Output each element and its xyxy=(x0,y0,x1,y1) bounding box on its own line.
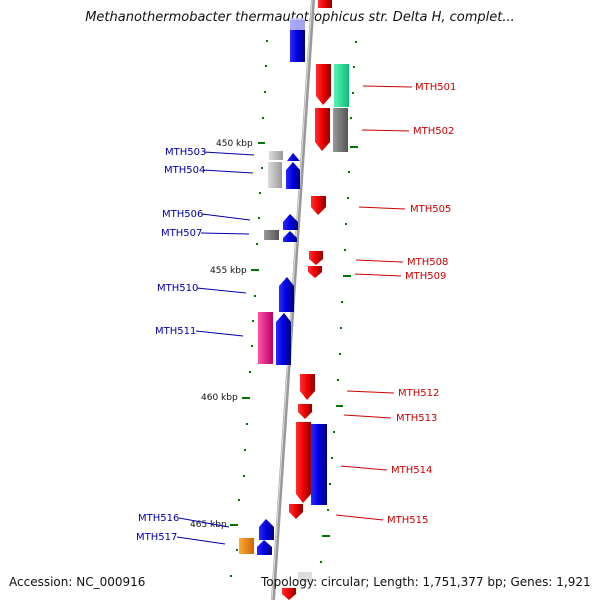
gene-label-mth516[interactable]: MTH516 xyxy=(138,513,179,524)
gene-mth512[interactable] xyxy=(300,374,315,400)
gene-mth517-blue[interactable] xyxy=(257,540,272,555)
scale-label-450: 450 kbp xyxy=(216,139,253,149)
gene-label-mth509[interactable]: MTH509 xyxy=(405,271,446,282)
gene-mth515[interactable] xyxy=(289,504,303,519)
gene-top-red[interactable] xyxy=(318,0,332,8)
gene-mth509[interactable] xyxy=(308,266,322,278)
gene-mth516[interactable] xyxy=(259,519,274,540)
gene-mth517-orange[interactable] xyxy=(239,538,254,554)
gene-mth502-red[interactable] xyxy=(315,108,330,151)
gene-label-mth514[interactable]: MTH514 xyxy=(391,465,432,476)
gene-label-mth505[interactable]: MTH505 xyxy=(410,204,451,215)
gene-mth511-blue[interactable] xyxy=(276,313,291,365)
gene-mth502-gray[interactable] xyxy=(333,108,348,152)
gene-bottom-gray[interactable] xyxy=(298,572,312,582)
gene-mth513[interactable] xyxy=(298,404,312,419)
gene-mth506[interactable] xyxy=(283,214,298,230)
gene-label-mth511[interactable]: MTH511 xyxy=(155,326,196,337)
leader-lines-left xyxy=(176,151,255,545)
accession-text: Accession: NC_000916 xyxy=(9,575,146,589)
gene-mth503-blue[interactable] xyxy=(287,153,300,161)
gene-label-mth512[interactable]: MTH512 xyxy=(398,388,439,399)
gene-mth510[interactable] xyxy=(279,277,294,312)
gene-label-mth501[interactable]: MTH501 xyxy=(415,82,456,93)
gene-label-mth513[interactable]: MTH513 xyxy=(396,413,437,424)
gene-mth514-blue[interactable] xyxy=(311,424,327,505)
gene-mth514-red[interactable] xyxy=(296,422,311,503)
tick-marks xyxy=(230,40,358,577)
gene-bottom-red[interactable] xyxy=(282,588,296,600)
map-title: Methanothermobacter thermautotrophicus s… xyxy=(85,10,515,25)
gene-mth503[interactable] xyxy=(269,151,283,160)
gene-top-blue[interactable] xyxy=(290,20,305,62)
gene-label-mth504[interactable]: MTH504 xyxy=(164,165,205,176)
gene-mth507[interactable] xyxy=(264,230,279,240)
gene-label-mth510[interactable]: MTH510 xyxy=(157,283,198,294)
gene-mth504-blue[interactable] xyxy=(286,162,300,189)
scale-label-460: 460 kbp xyxy=(201,393,238,403)
gene-label-mth507[interactable]: MTH507 xyxy=(161,228,202,239)
gene-mth501-teal[interactable] xyxy=(334,64,349,107)
gene-label-mth502[interactable]: MTH502 xyxy=(413,126,454,137)
gene-label-mth506[interactable]: MTH506 xyxy=(162,209,203,220)
gene-label-mth517[interactable]: MTH517 xyxy=(136,532,177,543)
gene-mth508[interactable] xyxy=(309,251,323,265)
gene-label-mth508[interactable]: MTH508 xyxy=(407,257,448,268)
scale-label-455: 455 kbp xyxy=(210,266,247,276)
gene-mth511-pink[interactable] xyxy=(258,312,273,364)
gene-mth501-red[interactable] xyxy=(316,64,331,105)
gene-mth507-blue[interactable] xyxy=(283,231,297,242)
leader-lines-right xyxy=(335,85,413,521)
gene-mth504[interactable] xyxy=(268,162,282,188)
gene-top-blue-cap xyxy=(290,18,305,30)
gene-label-mth503[interactable]: MTH503 xyxy=(165,147,206,158)
gene-label-mth515[interactable]: MTH515 xyxy=(387,515,428,526)
genome-stats-text: Topology: circular; Length: 1,751,377 bp… xyxy=(261,575,591,589)
scale-label-465: 465 kbp xyxy=(190,520,227,530)
gene-mth505[interactable] xyxy=(311,196,326,215)
